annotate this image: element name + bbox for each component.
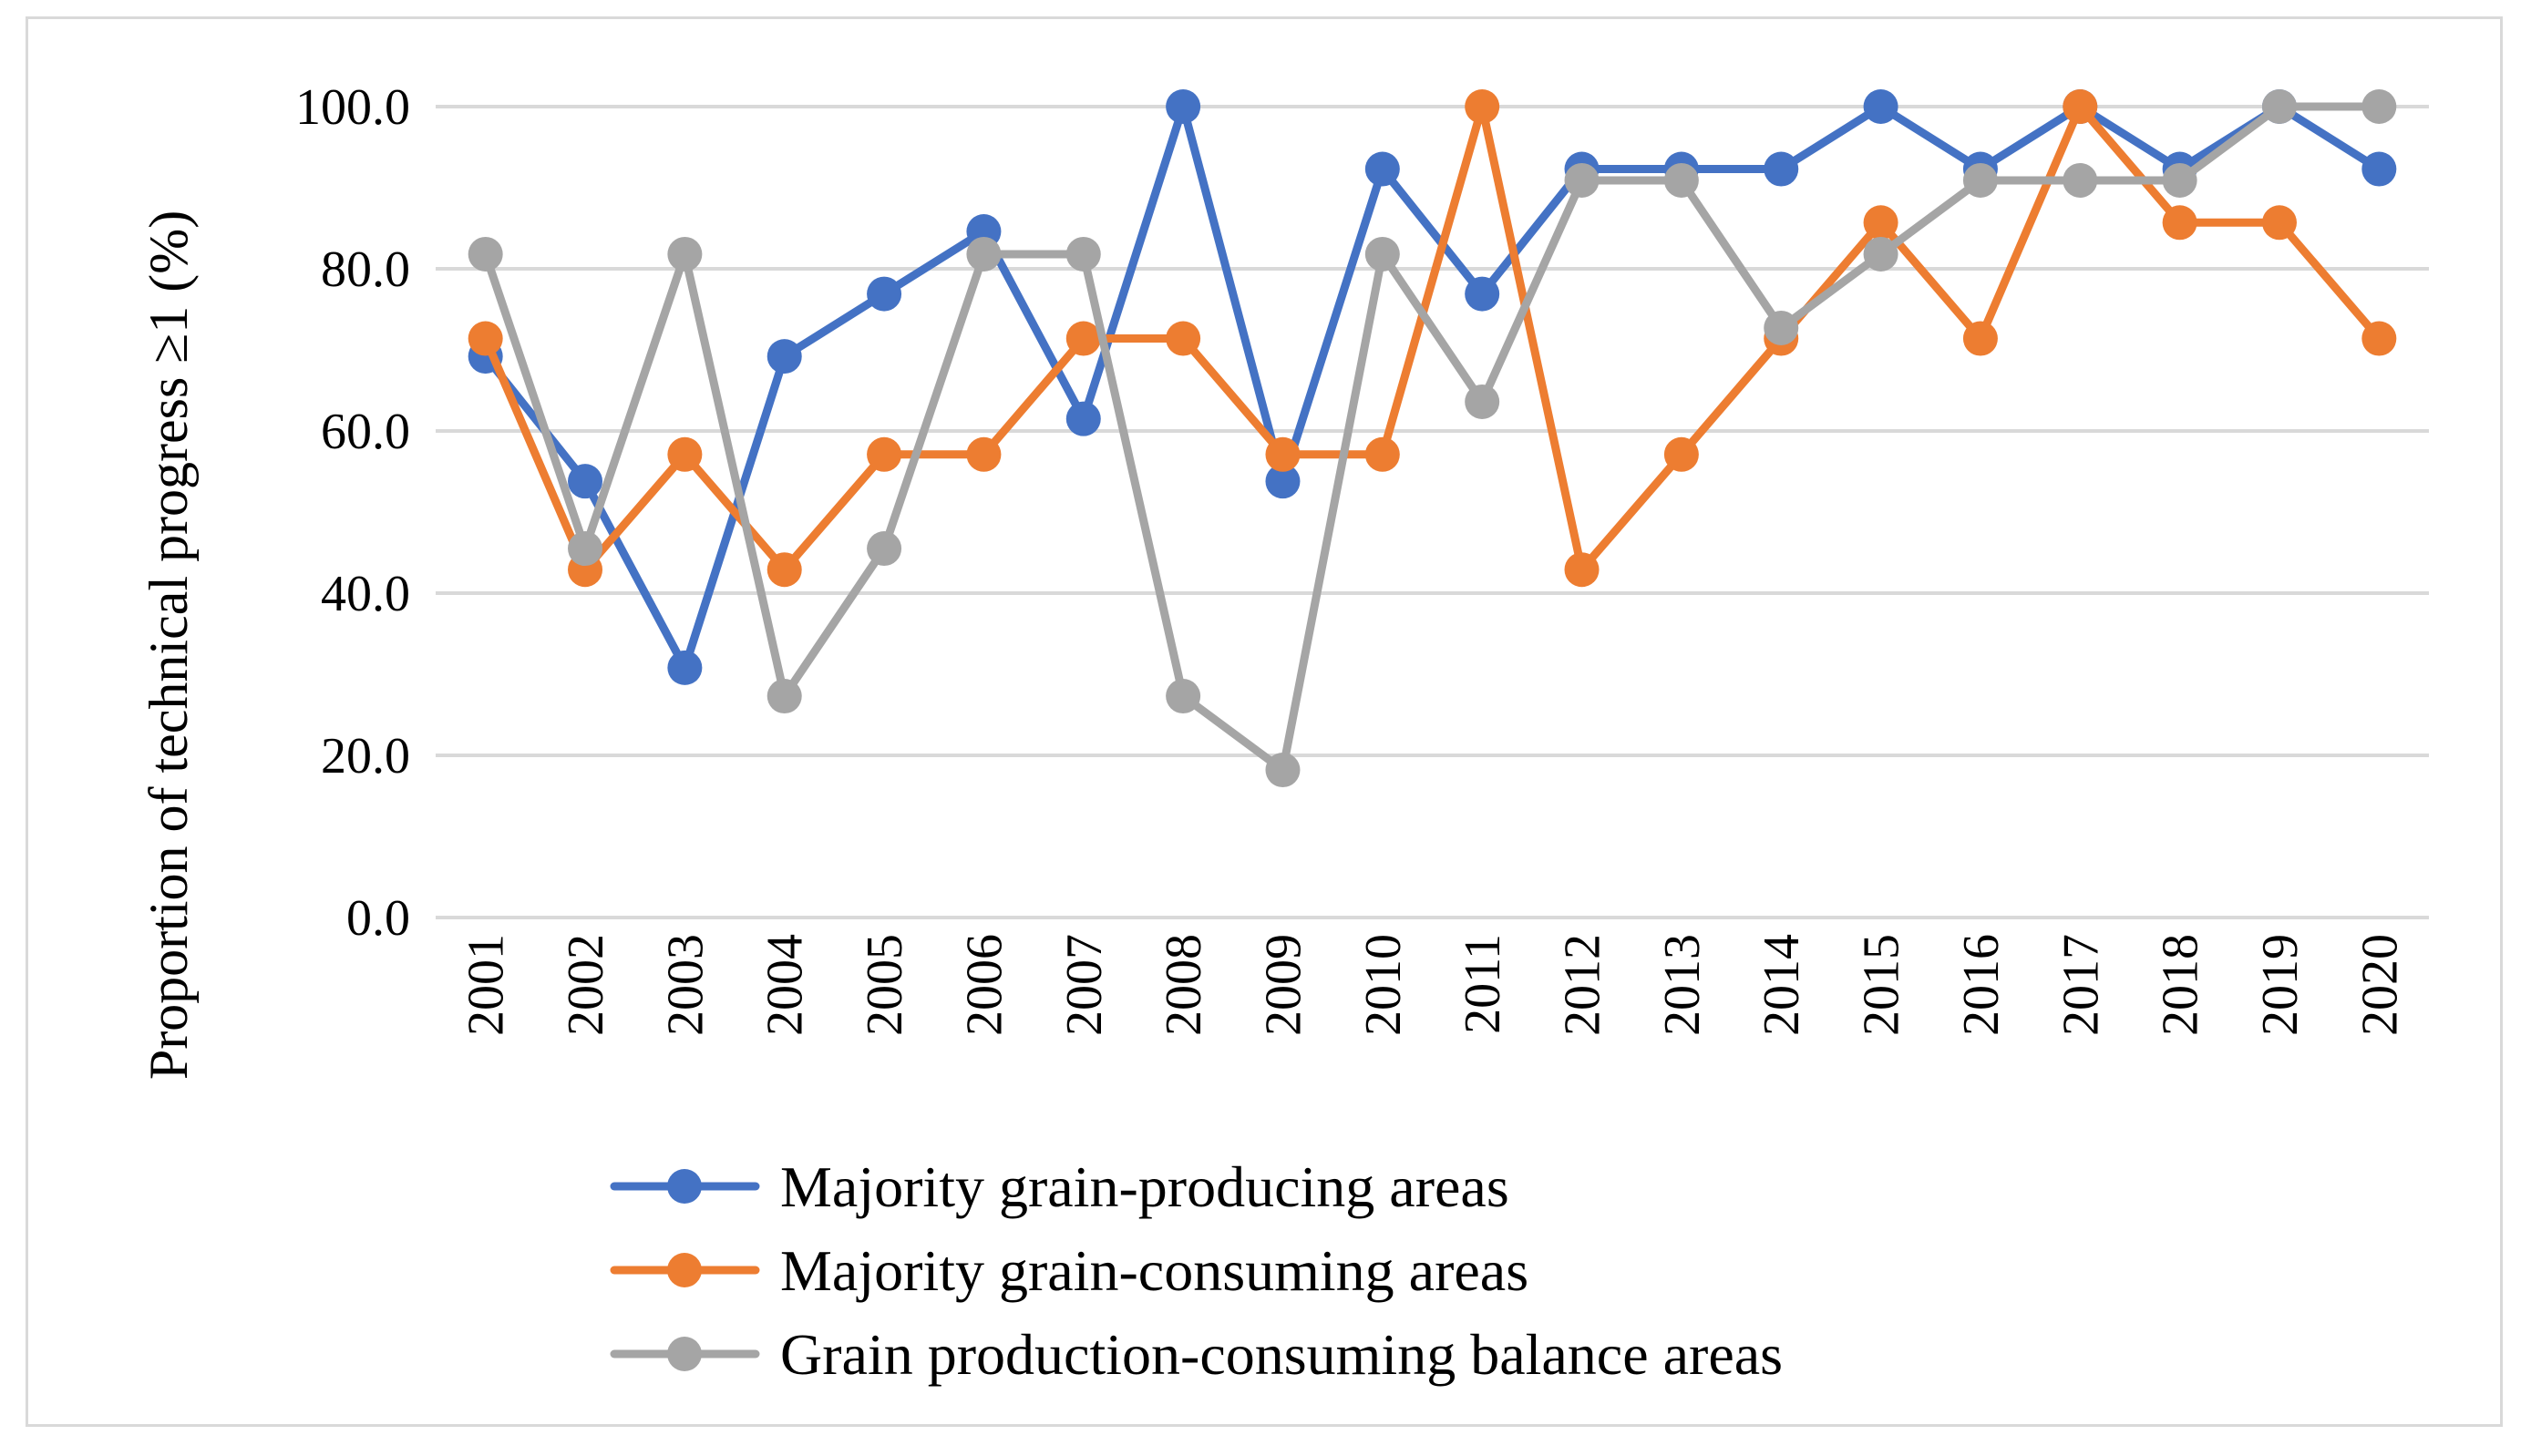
y-tick-label: 100.0	[295, 79, 410, 136]
chart-frame	[26, 16, 2503, 1427]
data-point	[2261, 205, 2297, 241]
x-tick-label: 2017	[2053, 934, 2109, 1036]
data-point	[867, 531, 902, 567]
data-point	[1863, 89, 1898, 124]
data-point	[1663, 162, 1699, 198]
data-point	[1465, 276, 1500, 312]
y-tick-label: 80.0	[321, 241, 410, 298]
x-tick-label: 2011	[1455, 934, 1511, 1034]
x-tick-label: 2005	[857, 934, 913, 1036]
legend-label: Majority grain-consuming areas	[780, 1238, 1528, 1303]
data-point	[1265, 436, 1301, 472]
x-tick-label: 2010	[1355, 934, 1412, 1036]
legend-swatch-marker	[667, 1169, 702, 1204]
data-point	[867, 276, 902, 312]
x-tick-label: 2003	[657, 934, 714, 1036]
data-point	[2361, 89, 2397, 124]
y-tick-label: 40.0	[321, 566, 410, 622]
data-point	[1166, 679, 1201, 714]
data-point	[568, 464, 603, 499]
data-point	[468, 321, 503, 356]
data-point	[1065, 401, 1101, 436]
legend-item: Majority grain-consuming areas	[610, 1238, 1528, 1303]
data-point	[767, 679, 802, 714]
y-tick-label: 20.0	[321, 728, 410, 784]
data-point	[667, 236, 703, 272]
y-axis-title: Proportion of technical progress ≥1 (%)	[139, 210, 199, 1080]
data-point	[1465, 89, 1500, 124]
x-tick-label: 2009	[1255, 934, 1312, 1036]
series-2	[468, 89, 2397, 588]
data-point	[1863, 236, 1898, 272]
data-point	[2261, 89, 2297, 124]
x-tick-label: 2012	[1555, 934, 1611, 1036]
data-point	[966, 436, 1002, 472]
data-point	[2162, 205, 2197, 241]
legend-swatch-marker	[667, 1253, 702, 1287]
legend-swatch-marker	[667, 1337, 702, 1371]
series-layer	[468, 89, 2397, 788]
data-point	[1863, 205, 1898, 241]
x-tick-label: 2007	[1056, 934, 1113, 1036]
x-tick-label: 2002	[558, 934, 614, 1036]
data-point	[667, 650, 703, 685]
y-axis-ticks: 0.0 20.0 40.0 60.0 80.0 100.0	[295, 79, 410, 947]
data-point	[1265, 753, 1301, 788]
data-point	[1962, 162, 1998, 198]
data-point	[1564, 162, 1600, 198]
data-point	[867, 436, 902, 472]
data-point	[2063, 162, 2098, 198]
x-tick-label: 2020	[2351, 934, 2408, 1036]
series-line	[481, 102, 2383, 672]
data-point	[2361, 151, 2397, 187]
y-tick-label: 60.0	[321, 404, 410, 460]
legend-label: Majority grain-producing areas	[780, 1154, 1509, 1219]
x-tick-label: 2008	[1156, 934, 1212, 1036]
data-point	[767, 339, 802, 374]
x-axis-ticks: 2001 2002 2003 2004 2005 2006 2007 2008 2009 2010…	[458, 934, 2409, 1036]
data-point	[1962, 321, 1998, 356]
series-3	[468, 89, 2397, 788]
data-point	[568, 531, 603, 567]
data-point	[1764, 310, 1799, 345]
data-point	[1764, 151, 1799, 187]
x-tick-label: 2001	[458, 934, 515, 1036]
data-point	[2063, 89, 2098, 124]
data-point	[1065, 236, 1101, 272]
data-point	[1065, 321, 1101, 356]
data-point	[1564, 552, 1600, 588]
data-point	[1364, 236, 1400, 272]
data-point	[2361, 321, 2397, 356]
x-tick-label: 2014	[1754, 934, 1810, 1036]
data-point	[2162, 162, 2197, 198]
data-point	[1465, 384, 1500, 419]
series-line	[481, 102, 2383, 574]
legend-label: Grain production-consuming balance areas	[780, 1322, 1783, 1387]
legend: Majority grain-producing areas Majority g…	[610, 1154, 1783, 1387]
x-tick-label: 2004	[757, 934, 814, 1036]
x-tick-label: 2018	[2153, 934, 2209, 1036]
data-point	[767, 552, 802, 588]
data-point	[1364, 151, 1400, 187]
x-tick-label: 2016	[1953, 934, 2010, 1036]
data-point	[1166, 89, 1201, 124]
legend-item: Grain production-consuming balance areas	[610, 1322, 1783, 1387]
series-line	[481, 102, 2383, 774]
x-tick-label: 2019	[2252, 934, 2309, 1036]
data-point	[1364, 436, 1400, 472]
x-tick-label: 2015	[1854, 934, 1910, 1036]
x-tick-label: 2013	[1654, 934, 1711, 1036]
data-point	[1265, 464, 1301, 499]
data-point	[966, 236, 1002, 272]
data-point	[667, 436, 703, 472]
data-point	[1166, 321, 1201, 356]
data-point	[1663, 436, 1699, 472]
y-tick-label: 0.0	[346, 890, 410, 947]
legend-item: Majority grain-producing areas	[610, 1154, 1509, 1219]
data-point	[468, 236, 503, 272]
x-tick-label: 2006	[956, 934, 1013, 1036]
